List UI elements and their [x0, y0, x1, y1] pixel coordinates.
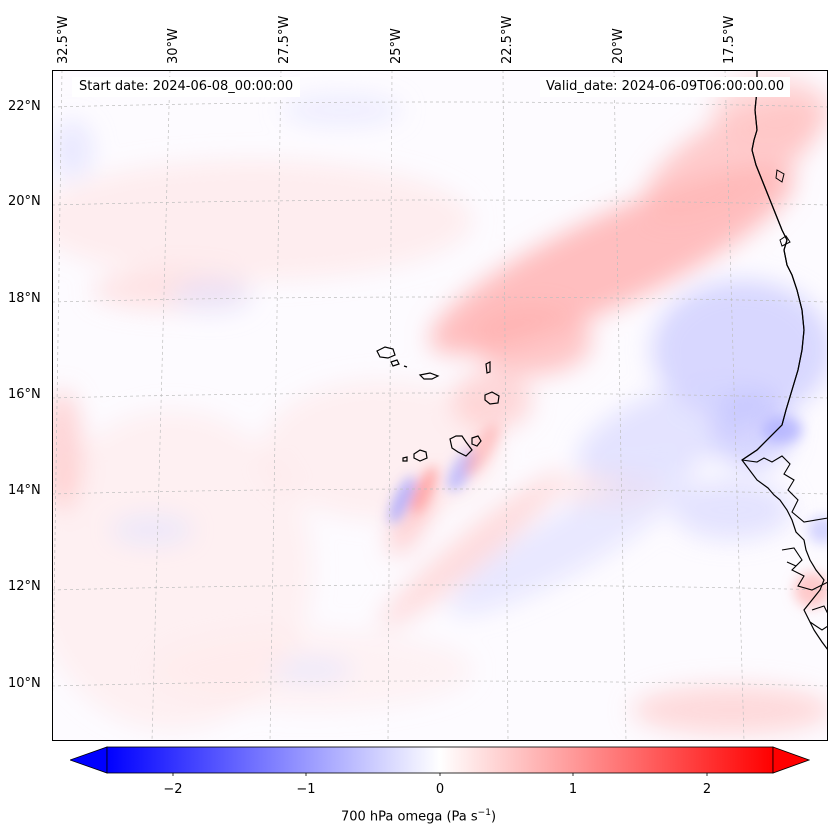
lat-label-22n: 22°N [8, 99, 41, 114]
colorbar-tick-0: 0 [435, 782, 445, 797]
cape-verde-islands [376, 346, 500, 462]
lon-label-17-5w: 17.5°W [722, 15, 737, 64]
valid-date-label: Valid_date: 2024-06-09T06:00:00.00 [540, 77, 791, 97]
start-date-label: Start date: 2024-06-08_00:00:00 [72, 77, 301, 97]
colorbar-label: 700 hPa omega (Pa s−1) [0, 808, 837, 824]
colorbar-max-arrow [772, 746, 810, 774]
lat-label-12n: 12°N [8, 579, 41, 594]
lon-label-32-5w: 32.5°W [56, 15, 71, 64]
island-fogo [413, 449, 428, 462]
island-maio [471, 435, 482, 447]
island-sao-vicente [390, 359, 400, 367]
colorbar-tick-1: 1 [568, 782, 578, 797]
colorbar-min-arrow [70, 746, 108, 774]
colorbar-gradient [106, 746, 774, 774]
map-frame [52, 70, 828, 741]
colorbar-tick-2: 2 [702, 782, 712, 797]
island-santa-luzia [403, 365, 408, 368]
island-santiago [449, 435, 473, 457]
lon-label-20w: 20°W [611, 28, 626, 64]
colorbar-tick-neg2: −2 [163, 782, 183, 797]
lon-label-27-5w: 27.5°W [277, 15, 292, 64]
island-brava [402, 456, 408, 462]
colorbar-label-text: 700 hPa omega (Pa s [340, 809, 478, 825]
lat-label-20n: 20°N [8, 194, 41, 209]
lat-label-14n: 14°N [8, 483, 41, 498]
coastal-islets [775, 169, 791, 247]
lon-label-30w: 30°W [166, 28, 181, 64]
omega-field [52, 75, 828, 735]
lon-label-25w: 25°W [389, 28, 404, 64]
lat-label-16n: 16°N [8, 387, 41, 402]
colorbar-label-close: ) [490, 809, 497, 825]
island-santo-antao [376, 346, 396, 359]
lat-label-18n: 18°N [8, 291, 41, 306]
omega-map [52, 70, 828, 741]
lon-label-22-5w: 22.5°W [500, 15, 515, 64]
colorbar-label-exponent: −1 [477, 808, 491, 818]
omega-field-detail [388, 416, 828, 608]
coastline-guinea-bissau [781, 547, 828, 631]
graticule [52, 70, 828, 741]
coastline-north [741, 70, 828, 461]
lat-label-10n: 10°N [8, 676, 41, 691]
coastline-senegal [741, 455, 828, 523]
island-sal [485, 361, 491, 374]
island-sao-nicolau [418, 372, 440, 380]
colorbar-tick-neg1: −1 [296, 782, 316, 797]
island-boa-vista [484, 391, 500, 405]
colorbar [70, 746, 810, 776]
